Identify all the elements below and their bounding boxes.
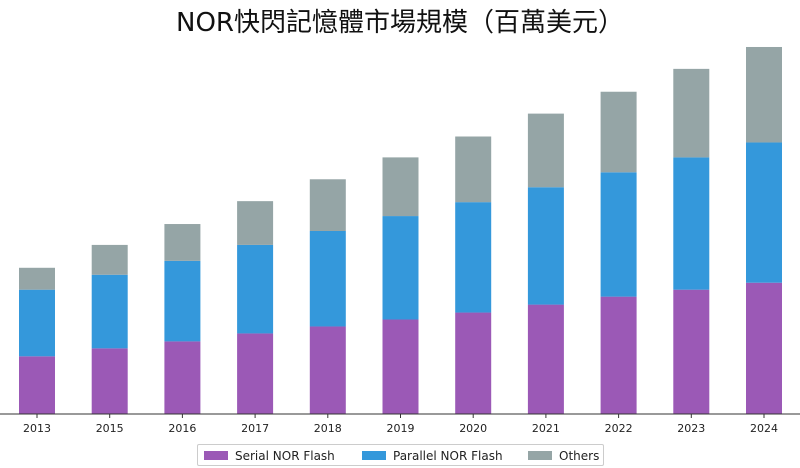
bar-others-2018 bbox=[309, 179, 346, 231]
bar-parallel-nor-flash-2016 bbox=[164, 260, 201, 342]
legend-swatch-parallel-nor-flash bbox=[362, 451, 386, 460]
bar-others-2022 bbox=[600, 91, 637, 173]
bar-serial-nor-flash-2021 bbox=[527, 304, 564, 414]
legend-swatch-others bbox=[528, 451, 552, 460]
x-tick-label-2024: 2024 bbox=[750, 422, 778, 435]
x-tick-label-2015: 2015 bbox=[96, 422, 124, 435]
x-tick-label-2022: 2022 bbox=[605, 422, 633, 435]
bar-others-2016 bbox=[164, 224, 201, 261]
bar-others-2024 bbox=[746, 46, 782, 143]
legend: Serial NOR Flash Parallel NOR Flash Others bbox=[197, 444, 604, 466]
bar-serial-nor-flash-2015 bbox=[91, 348, 128, 414]
x-tick-label-2018: 2018 bbox=[314, 422, 342, 435]
bar-parallel-nor-flash-2013 bbox=[19, 289, 55, 357]
bar-parallel-nor-flash-2023 bbox=[673, 157, 710, 290]
bar-serial-nor-flash-2019 bbox=[382, 319, 419, 414]
bar-others-2017 bbox=[237, 201, 274, 245]
x-tick-label-2023: 2023 bbox=[677, 422, 705, 435]
legend-swatch-serial-nor-flash bbox=[204, 451, 228, 460]
legend-label-parallel-nor-flash: Parallel NOR Flash bbox=[393, 449, 503, 463]
x-tick-label-2013: 2013 bbox=[23, 422, 51, 435]
bar-serial-nor-flash-2013 bbox=[19, 356, 55, 414]
legend-items: Serial NOR Flash Parallel NOR Flash Others bbox=[204, 449, 599, 463]
bar-parallel-nor-flash-2018 bbox=[309, 230, 346, 327]
x-tick-label-2021: 2021 bbox=[532, 422, 560, 435]
bar-serial-nor-flash-2016 bbox=[164, 341, 201, 414]
bar-others-2013 bbox=[19, 267, 55, 290]
chart-title: NOR快閃記憶體市場規模（百萬美元） bbox=[176, 8, 624, 38]
x-tick-label-2019: 2019 bbox=[387, 422, 415, 435]
bar-parallel-nor-flash-2022 bbox=[600, 172, 637, 297]
x-tick-label-2016: 2016 bbox=[168, 422, 196, 435]
bar-parallel-nor-flash-2024 bbox=[746, 142, 782, 283]
legend-label-serial-nor-flash: Serial NOR Flash bbox=[235, 449, 335, 463]
bar-others-2015 bbox=[91, 244, 128, 275]
bar-others-2021 bbox=[527, 113, 564, 188]
bar-parallel-nor-flash-2019 bbox=[382, 216, 419, 320]
bar-serial-nor-flash-2017 bbox=[237, 333, 274, 414]
bar-parallel-nor-flash-2020 bbox=[455, 202, 492, 313]
bar-others-2019 bbox=[382, 157, 419, 217]
bar-parallel-nor-flash-2021 bbox=[527, 187, 564, 305]
bars-layer bbox=[19, 46, 782, 414]
bar-serial-nor-flash-2024 bbox=[746, 282, 782, 414]
legend-label-others: Others bbox=[559, 449, 599, 463]
x-tick-label-2020: 2020 bbox=[459, 422, 487, 435]
bar-others-2020 bbox=[455, 136, 492, 203]
bar-others-2023 bbox=[673, 68, 710, 158]
bar-serial-nor-flash-2018 bbox=[309, 326, 346, 414]
bar-parallel-nor-flash-2017 bbox=[237, 244, 274, 334]
bar-parallel-nor-flash-2015 bbox=[91, 274, 128, 349]
x-tick-label-2017: 2017 bbox=[241, 422, 269, 435]
x-ticks: 2013 2015 2016 2017 2018 2019 2020 2021 2022 2023… bbox=[23, 414, 778, 435]
bar-serial-nor-flash-2022 bbox=[600, 296, 637, 414]
bar-serial-nor-flash-2020 bbox=[455, 312, 492, 414]
bar-serial-nor-flash-2023 bbox=[673, 289, 710, 414]
